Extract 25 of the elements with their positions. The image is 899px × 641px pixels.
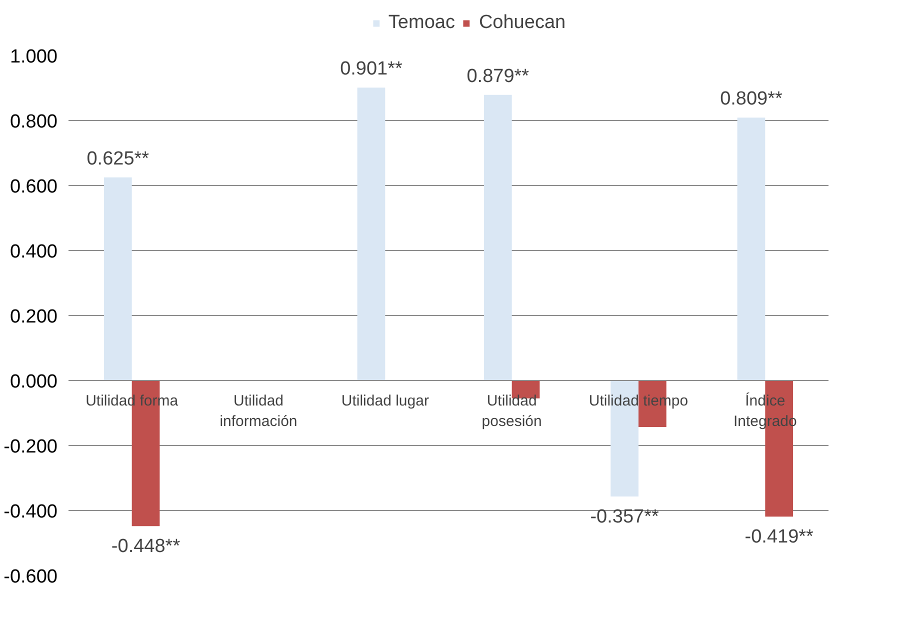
y-tick-label: 0.400 [10, 242, 58, 262]
x-tick-label: Utilidad información [220, 392, 298, 430]
bar [737, 118, 766, 380]
x-tick-label: Utilidad lugar [341, 392, 429, 410]
y-tick-label: 0.000 [10, 372, 58, 392]
legend-label: Temoac [388, 12, 455, 34]
y-tick-label: -0.600 [4, 566, 58, 588]
data-label: -0.448** [111, 536, 181, 558]
data-label: 0.625** [86, 148, 150, 170]
y-tick-label: -0.200 [4, 436, 58, 458]
y-tick-label: 0.800 [10, 112, 58, 132]
bar [104, 177, 132, 380]
y-tick-label: -0.400 [4, 502, 58, 522]
y-tick-label: 0.600 [10, 176, 58, 198]
data-label: 0.809** [720, 88, 784, 110]
bar [484, 94, 512, 380]
y-tick-label: 1.000 [10, 46, 58, 68]
data-label: -0.357** [590, 506, 660, 528]
data-label: 0.879** [466, 66, 530, 87]
legend-label: Cohuecan [478, 12, 566, 34]
bar [357, 88, 386, 380]
y-tick-label: 0.200 [10, 306, 58, 328]
x-tick-label: Utilidad posesión [482, 392, 542, 430]
data-label: 0.901** [340, 58, 404, 80]
data-label: -0.419** [744, 526, 814, 548]
